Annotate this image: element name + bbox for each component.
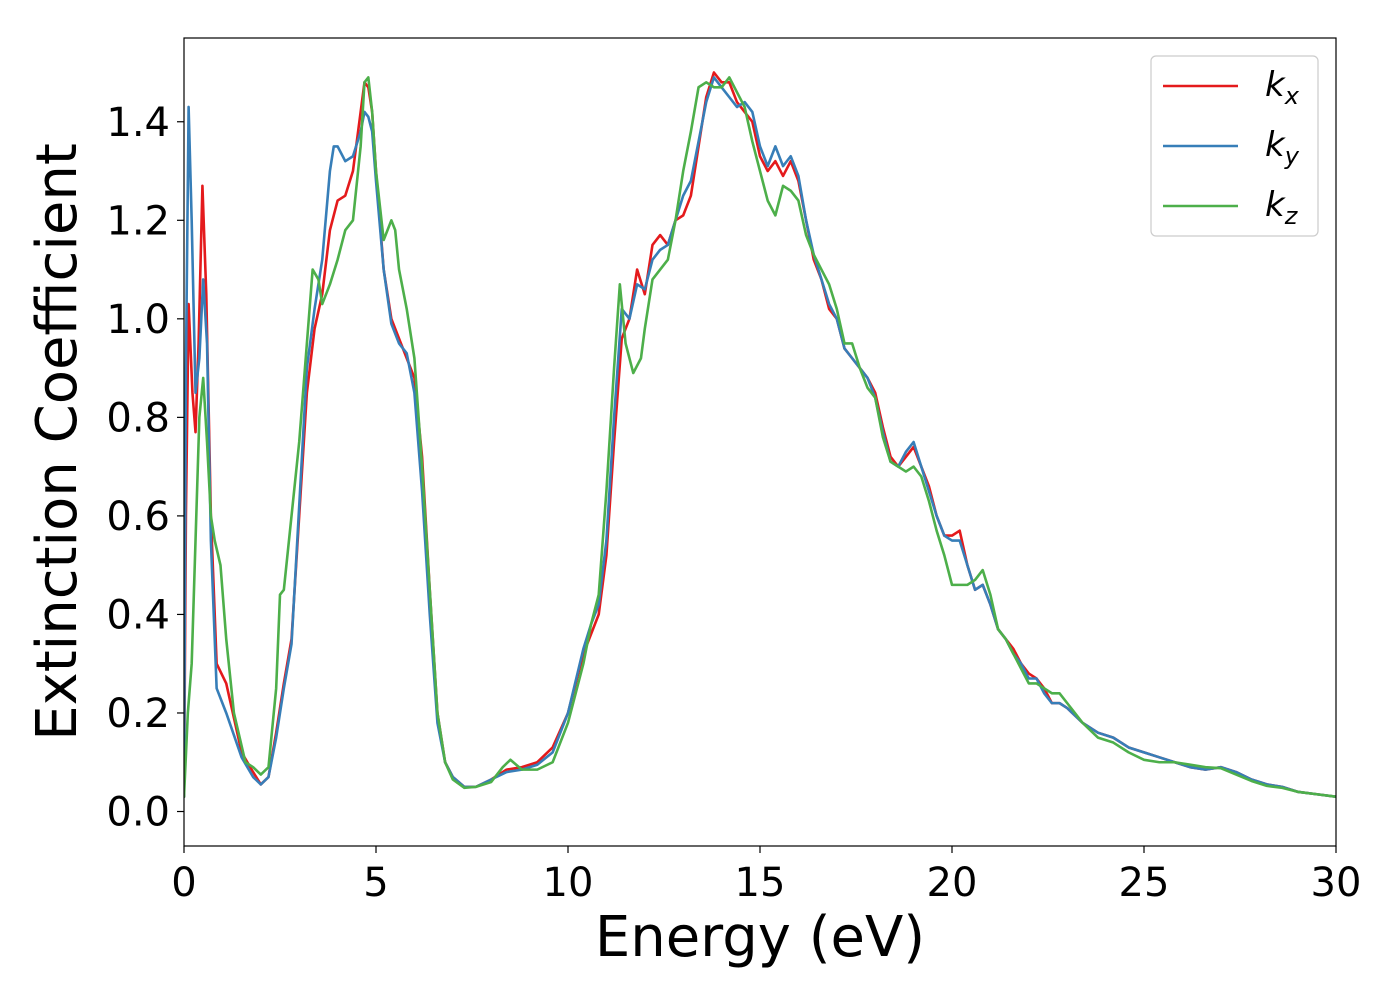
x-tick-label: 30 [1311,860,1362,906]
series-layer [184,71,1336,799]
y-tick-label: 0.0 [106,790,170,836]
legend-label-x: kx [1265,65,1300,110]
x-tick-label: 10 [543,860,594,906]
legend-label-sub: y [1284,142,1300,170]
y-tick-label: 1.2 [106,198,170,244]
series-line-z [184,76,1336,799]
y-tick-label: 0.8 [106,395,170,441]
x-tick-label: 25 [1119,860,1170,906]
y-axis: 0.0 0.2 0.4 0.6 0.8 1.0 1.2 1.4 [106,100,184,836]
legend-label-main: k [1265,65,1286,105]
legend-label-sub: x [1284,82,1300,110]
legend-label-sub: z [1284,202,1299,230]
y-axis-title: Extinction Coefficient [25,143,90,741]
legend-label-y: ky [1265,125,1300,170]
legend-label-main: k [1265,185,1286,225]
series-line-y [184,76,1336,799]
x-tick-label: 5 [363,860,388,906]
legend-label-main: k [1265,125,1286,165]
y-tick-label: 1.4 [106,100,170,146]
y-tick-label: 1.0 [106,297,170,343]
x-axis-title: Energy (eV) [595,905,925,970]
x-tick-label: 20 [927,860,978,906]
y-tick-label: 0.2 [106,691,170,737]
x-tick-label: 15 [735,860,786,906]
y-tick-label: 0.6 [106,494,170,540]
x-tick-label: 0 [171,860,196,906]
legend-label-z: kz [1265,185,1299,230]
x-axis: 0 5 10 15 20 25 30 [171,846,1361,906]
y-tick-label: 0.4 [106,592,170,638]
